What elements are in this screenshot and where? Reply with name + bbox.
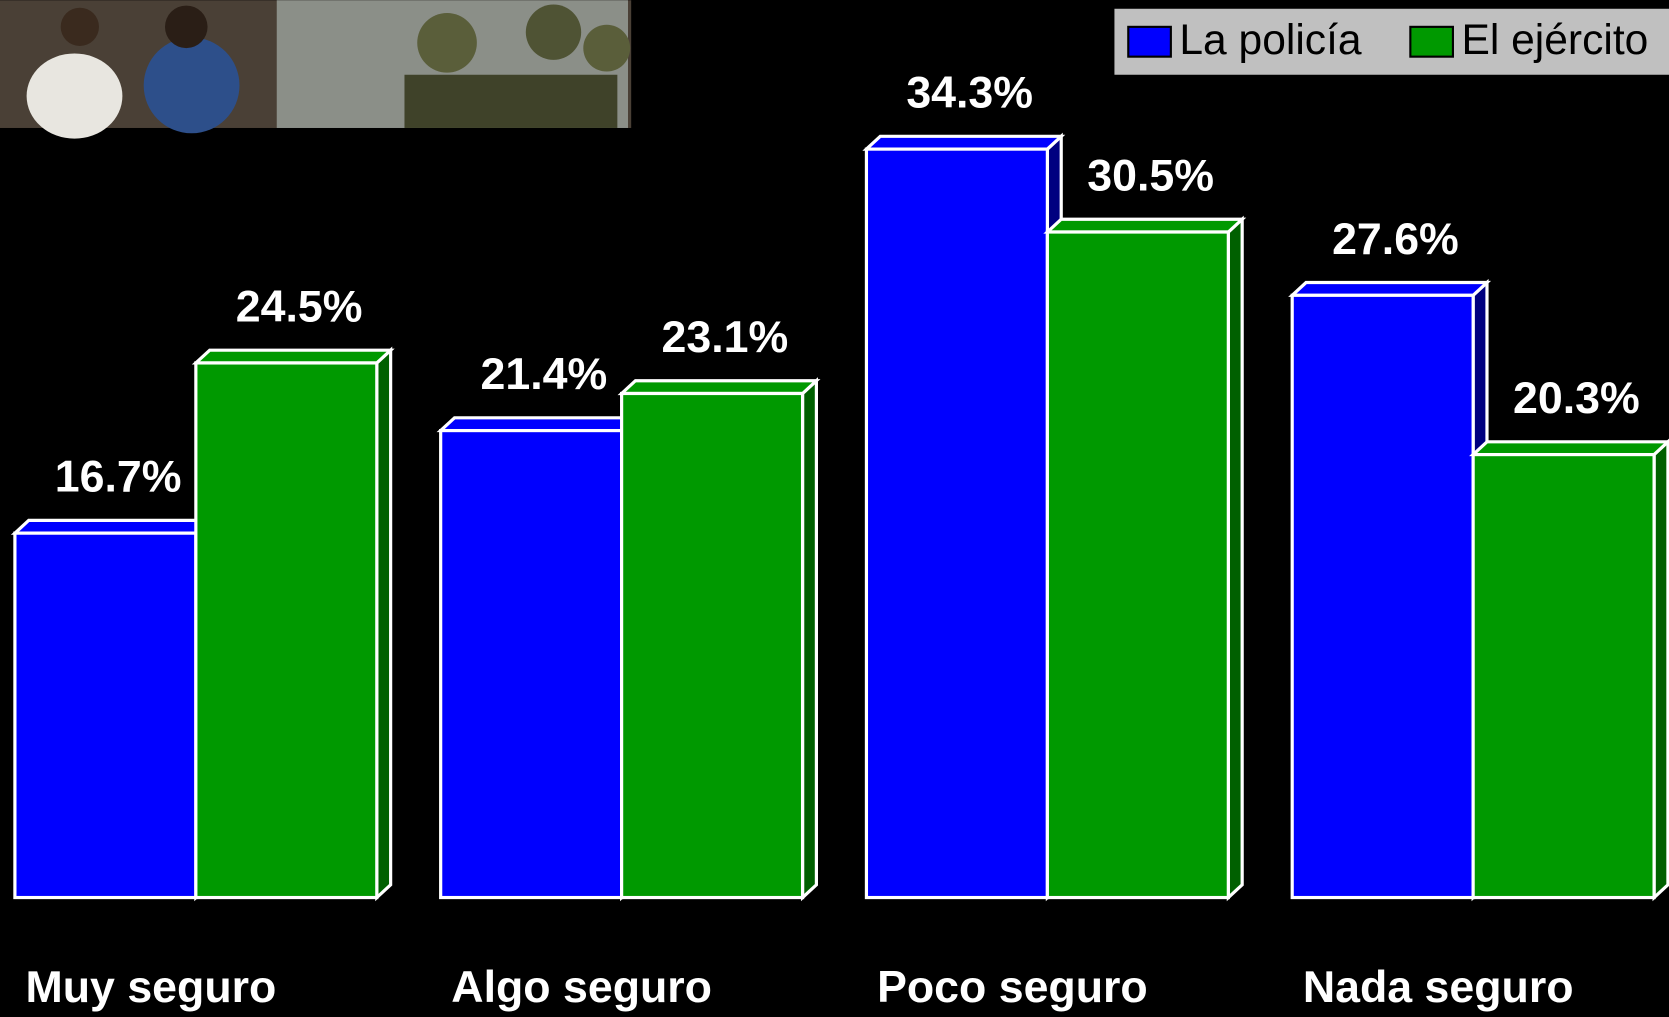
bar bbox=[1471, 452, 1656, 900]
bar bbox=[620, 391, 805, 900]
bar-top bbox=[436, 416, 640, 433]
bar bbox=[864, 147, 1049, 900]
photo-figure bbox=[143, 37, 240, 134]
value-label: 30.5% bbox=[1087, 152, 1214, 201]
bar-side bbox=[800, 377, 819, 902]
legend-swatch bbox=[1409, 25, 1454, 58]
value-label: 34.3% bbox=[906, 69, 1033, 118]
bar-top bbox=[1469, 440, 1669, 457]
photo-soldier bbox=[417, 13, 477, 73]
bar-top bbox=[191, 348, 395, 365]
value-label: 23.1% bbox=[662, 313, 789, 362]
value-label: 24.5% bbox=[236, 283, 363, 332]
photo-soldiers bbox=[404, 74, 618, 128]
photo bbox=[0, 0, 632, 139]
value-label: 21.4% bbox=[481, 350, 608, 399]
bar-top bbox=[10, 518, 214, 535]
photo-figure bbox=[26, 53, 123, 139]
bar bbox=[1045, 230, 1230, 900]
value-label: 16.7% bbox=[55, 453, 182, 502]
bar bbox=[439, 428, 624, 900]
legend-label: El ejército bbox=[1461, 16, 1648, 64]
photo-figure bbox=[60, 7, 99, 47]
bar bbox=[13, 531, 198, 900]
value-label: 20.3% bbox=[1513, 374, 1640, 423]
photo-soldier bbox=[525, 4, 582, 60]
bar-top bbox=[1043, 217, 1247, 234]
photo-figure bbox=[164, 5, 208, 49]
value-label: 27.6% bbox=[1332, 215, 1459, 264]
legend-box bbox=[1114, 8, 1669, 75]
bar-top bbox=[1288, 280, 1492, 297]
bar bbox=[1290, 293, 1475, 900]
x-tick-label: Poco seguro bbox=[877, 963, 1148, 1012]
bar-side bbox=[1226, 215, 1244, 902]
photo-soldier bbox=[583, 24, 631, 72]
bar-top bbox=[617, 379, 821, 396]
bar-side bbox=[375, 346, 393, 902]
x-tick-label: Muy seguro bbox=[26, 963, 277, 1012]
legend-swatch bbox=[1127, 25, 1172, 58]
bar bbox=[194, 361, 379, 900]
x-tick-label: Nada seguro bbox=[1303, 963, 1574, 1012]
bar-top bbox=[862, 134, 1066, 151]
legend-label: La policía bbox=[1179, 16, 1362, 64]
bar-side bbox=[1652, 438, 1669, 902]
x-tick-label: Algo seguro bbox=[451, 963, 712, 1012]
